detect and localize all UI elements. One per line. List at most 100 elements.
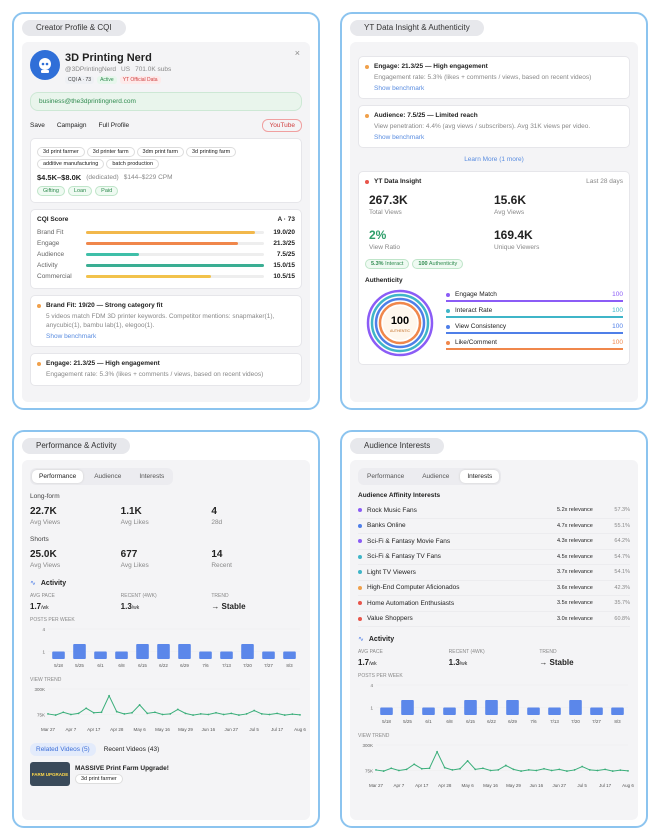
email[interactable]: business@the3dprintingnerd.com [30, 92, 302, 111]
cqi-label: Brand Fit [37, 229, 64, 236]
auth-body: 100 AUTHENTIC Engage Match 100 Interact Rate… [365, 288, 623, 358]
stat-value: 169.4K [494, 228, 533, 243]
trend-point [115, 710, 118, 713]
price: $4.5K–$8.0K [37, 173, 82, 182]
trend-point [62, 711, 65, 714]
action-button[interactable]: Full Profile [98, 122, 130, 129]
list-tab[interactable]: Related Videos (5) [30, 743, 96, 756]
view-tab[interactable]: Audience [422, 473, 450, 480]
trend-point [70, 713, 72, 716]
insight-text: Engagement rate: 5.3% (likes + comments … [46, 371, 264, 379]
trend-point [215, 711, 217, 714]
benchmark-link[interactable]: Show benchmark [374, 85, 425, 93]
trend-point [566, 770, 568, 772]
stat: 1.1K Avg Likes [121, 506, 212, 526]
y-tick-label: 1 [370, 706, 373, 711]
trend-point [108, 694, 110, 697]
trend-line [375, 750, 629, 772]
x-tick-label: 7/13 [222, 663, 231, 668]
profile-header: 3D Printing Nerd @3DPrintingNerd US 701.0K … [30, 50, 302, 84]
ring [378, 301, 422, 345]
cqi-score: 10.5/15 [273, 273, 295, 280]
x-tick-label: Jul 17 [271, 727, 284, 732]
trend-point [123, 713, 126, 715]
x-tick-label: 7/27 [264, 663, 273, 668]
x-tick-label: 6/8 [446, 719, 453, 724]
view-tab[interactable]: Interests [139, 473, 165, 480]
activity-title: ∿ Activity [358, 635, 630, 644]
trend-point [611, 770, 614, 772]
auth-value: 100 [612, 307, 623, 315]
stat: 4 28d [211, 506, 302, 526]
interest-relevance: 4.7x relevance [557, 522, 593, 529]
trend-point [238, 714, 240, 716]
panel: YT Data Insight & Authenticity Engage: 21… [340, 12, 648, 410]
trend-point [146, 712, 149, 715]
x-tick-label: 6/1 [425, 719, 432, 724]
metric-number: 1.7 [30, 602, 42, 611]
metric-label: AVG PACE [30, 593, 55, 599]
x-tick-label: Aug 6 [622, 783, 634, 788]
y-tick-label: 1 [42, 650, 45, 655]
ring [370, 293, 430, 353]
interest-relevance: 3.0x relevance [557, 615, 593, 622]
trend-point [413, 763, 416, 766]
trend-point [161, 713, 164, 716]
data-header: YT Data Insight Last 28 days [365, 178, 623, 185]
view-tab[interactable]: Audience [94, 473, 122, 480]
stat-label: Avg Likes [120, 562, 149, 569]
metric-chip: 100 Authenticity [412, 259, 464, 270]
video-card: FARM UPGRADE MASSIVE Print Farm Upgrade! 3… [30, 762, 302, 786]
country: US [121, 66, 131, 73]
cqi-track [86, 275, 264, 278]
y-tick-label: 75K [365, 769, 373, 774]
learn-more[interactable]: Learn More (1 more) [464, 156, 524, 164]
group-stats: 22.7K Avg Views 1.1K Avg Likes 4 28d [30, 506, 302, 526]
x-tick-label: Jun 16 [530, 783, 544, 788]
metric-unit: /wk [131, 605, 140, 611]
x-tick-label: 8/3 [286, 663, 293, 668]
trend-point [299, 713, 301, 716]
trend-point [451, 769, 454, 771]
metric-number: 1.3 [448, 658, 460, 667]
stat: 15.6K Avg Views [494, 193, 619, 216]
view-tab[interactable]: Performance [32, 470, 84, 483]
group-title: Shorts [30, 536, 49, 543]
metric: AVG PACE 1.7/wk [358, 649, 449, 667]
tag: additive manufacturing [37, 159, 105, 169]
panel-body: Engage: 21.3/25 — High engagement Engagem… [350, 42, 638, 402]
panel: Performance & Activity Performance Audienc… [12, 430, 320, 828]
benchmark-link[interactable]: Show benchmark [374, 134, 425, 142]
metric-value: 1.7/wk [30, 602, 121, 611]
close-button[interactable]: × [294, 48, 300, 58]
action-button[interactable]: Campaign [56, 122, 87, 129]
trend-point [207, 713, 210, 716]
interest-name: Rock Music Fans [367, 506, 417, 514]
interest-name: Light TV Viewers [367, 568, 416, 576]
x-tick-label: Jul 5 [249, 727, 259, 732]
view-tab[interactable]: Performance [367, 473, 405, 480]
cqi-row: Brand Fit 19.0/20 [37, 227, 295, 238]
interest-name: High-End Computer Aficionados [367, 584, 460, 592]
activity-heading: Activity [368, 635, 395, 643]
list-tab[interactable]: Recent Videos (43) [103, 746, 160, 753]
bar [590, 707, 603, 715]
price-note: (dedicated) [86, 174, 119, 181]
cqi-title: CQI Score [37, 216, 69, 223]
cqi-bar [86, 242, 238, 245]
bar [73, 644, 86, 659]
action-button[interactable]: Save [30, 122, 45, 129]
benchmark-link[interactable]: Show benchmark [46, 333, 97, 341]
x-tick-label: 7/20 [243, 663, 252, 668]
youtube-button[interactable]: YouTube [262, 119, 302, 132]
view-tab[interactable]: Interests [460, 470, 500, 483]
trend-point [459, 767, 461, 770]
metric-unit: /wk [369, 661, 377, 667]
trend-chart: 75K 300K Mar 27 Apr 7 Apr 17 Apr 28 May 6 May 1… [362, 743, 634, 788]
interest-relevance: 5.2x relevance [557, 507, 593, 514]
video-title[interactable]: MASSIVE Print Farm Upgrade! [75, 764, 169, 772]
interest-row: High-End Computer Aficionados 3.6x releva… [358, 581, 630, 596]
x-tick-label: 6/29 [180, 663, 189, 668]
cqi-track [86, 231, 264, 234]
group-title: Long-form [30, 493, 60, 500]
